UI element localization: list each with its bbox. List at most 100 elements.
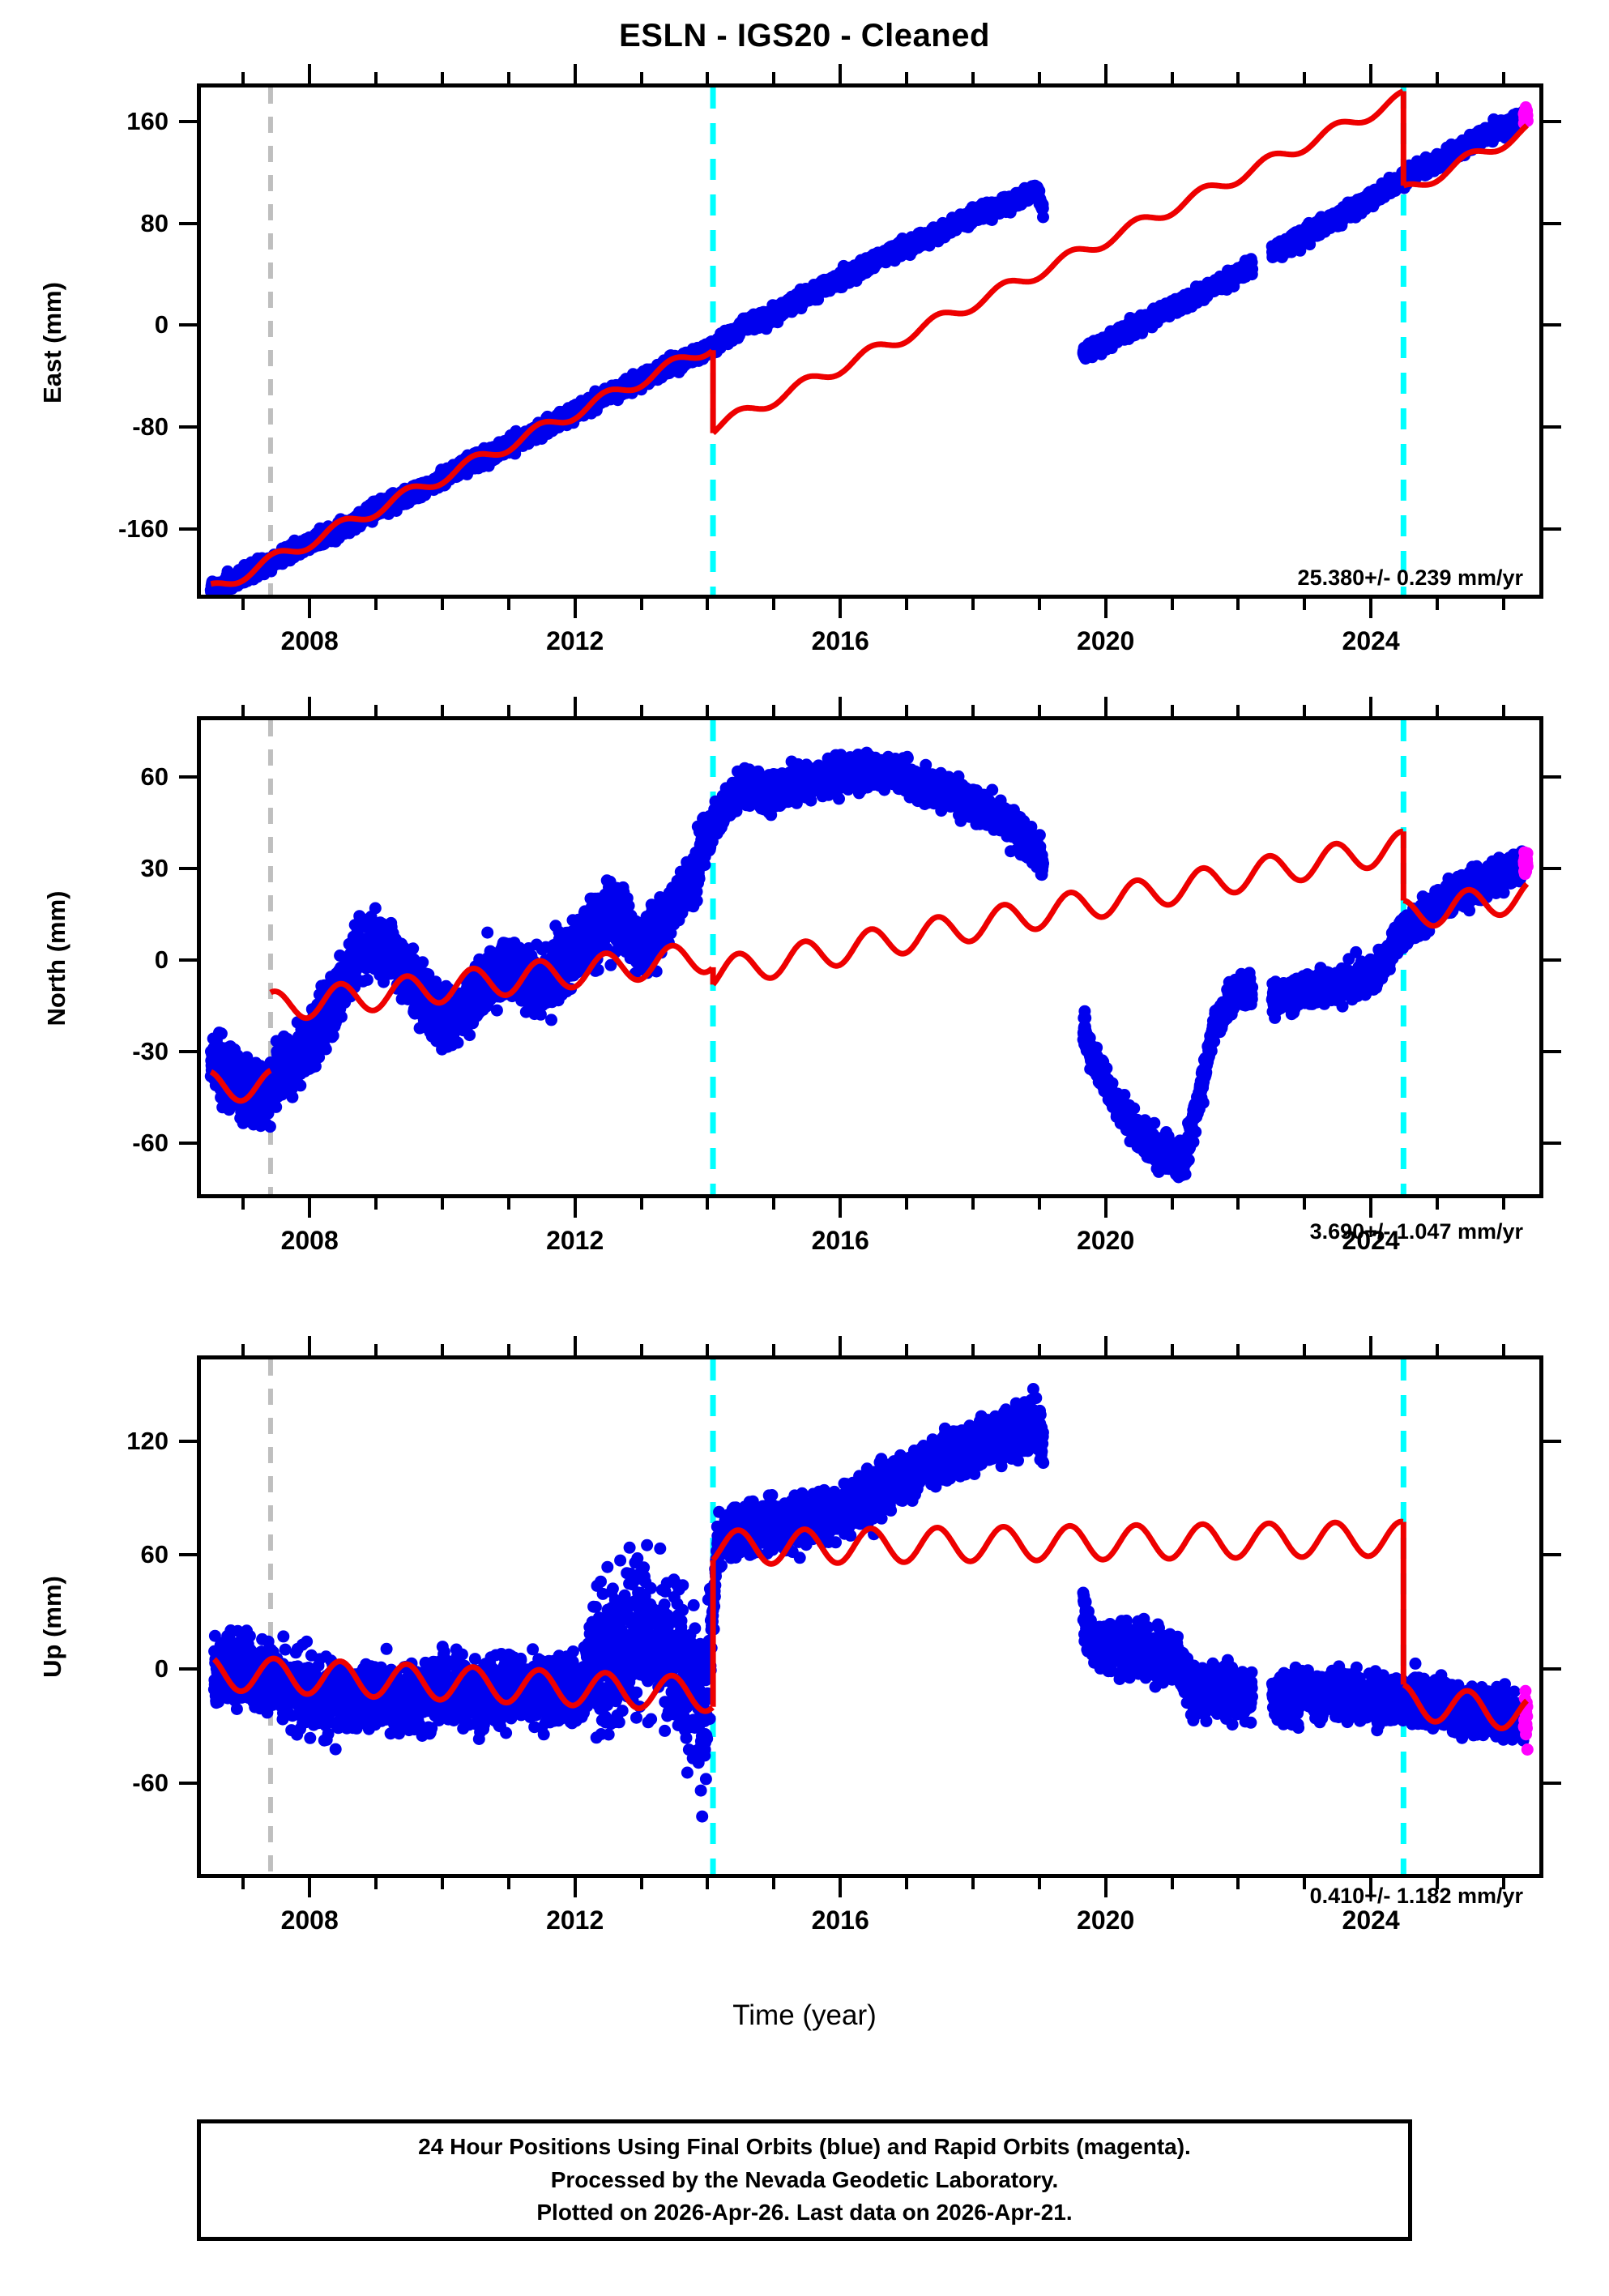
panel-north	[197, 716, 1543, 1198]
ytick-label: -160	[117, 514, 169, 543]
ytick-mark	[179, 323, 197, 327]
xtick-minor-top	[241, 1344, 245, 1355]
xtick-major-top	[1103, 64, 1108, 83]
xtick-minor-top	[1170, 72, 1174, 83]
xtick-major	[308, 599, 312, 618]
xtick-label: 2008	[280, 1226, 339, 1255]
xtick-label: 2012	[546, 1906, 604, 1935]
ytick-mark-right	[1543, 527, 1561, 531]
xtick-major	[573, 599, 577, 618]
ytick-label: 0	[154, 1654, 169, 1683]
xtick-minor	[639, 1198, 643, 1210]
xtick-major	[308, 1878, 312, 1897]
xtick-major-top	[839, 697, 843, 716]
ytick-mark-right	[1543, 1553, 1561, 1557]
ytick-label: 30	[140, 854, 169, 883]
xtick-minor-top	[1501, 1344, 1505, 1355]
xtick-minor-top	[440, 1344, 444, 1355]
ytick-label: 60	[140, 1540, 169, 1569]
xtick-minor-top	[772, 1344, 776, 1355]
ytick-mark-right	[1543, 958, 1561, 962]
xtick-minor	[1436, 1878, 1439, 1889]
xtick-minor	[971, 1878, 975, 1889]
xtick-minor	[1236, 599, 1240, 610]
xtick-minor	[639, 599, 643, 610]
ytick-mark	[179, 425, 197, 429]
panel-east-plot	[204, 87, 1534, 595]
xtick-minor	[772, 599, 776, 610]
xtick-minor	[905, 1878, 909, 1889]
xtick-major	[1103, 1878, 1108, 1897]
panel-up-rate: 0.410+/- 1.182 mm/yr	[1309, 1884, 1523, 1908]
xtick-minor	[374, 599, 378, 610]
xtick-major-top	[839, 64, 843, 83]
xtick-minor-top	[971, 1344, 975, 1355]
xtick-minor-top	[1436, 72, 1439, 83]
xtick-minor	[506, 599, 510, 610]
xtick-minor-top	[440, 705, 444, 716]
xtick-minor-top	[1236, 72, 1240, 83]
xtick-major	[1369, 599, 1373, 618]
ytick-mark-right	[1543, 867, 1561, 871]
xtick-major-top	[1369, 64, 1373, 83]
xtick-minor-top	[706, 1344, 710, 1355]
ytick-mark-right	[1543, 221, 1561, 225]
xtick-label: 2020	[1077, 1226, 1135, 1255]
xtick-minor-top	[506, 705, 510, 716]
xtick-minor	[374, 1878, 378, 1889]
panel-north-plot	[204, 720, 1534, 1194]
ytick-mark	[179, 1553, 197, 1557]
xtick-minor	[1236, 1198, 1240, 1210]
panel-north-frame	[197, 716, 1543, 1198]
xtick-minor	[706, 1198, 710, 1210]
xtick-label: 2016	[811, 626, 869, 655]
ytick-label: -60	[132, 1768, 169, 1797]
ytick-mark	[179, 958, 197, 962]
xtick-minor	[440, 1198, 444, 1210]
xtick-major-top	[1103, 1336, 1108, 1355]
footer-line-1: 24 Hour Positions Using Final Orbits (bl…	[418, 2134, 1191, 2160]
xtick-minor	[440, 1878, 444, 1889]
xaxis-title: Time (year)	[732, 1999, 877, 2031]
xtick-minor-top	[1170, 1344, 1174, 1355]
xtick-major	[573, 1198, 577, 1218]
xtick-minor-top	[1303, 705, 1307, 716]
ytick-mark-right	[1543, 323, 1561, 327]
xtick-minor-top	[241, 705, 245, 716]
xtick-minor-top	[1236, 705, 1240, 716]
xtick-label: 2016	[811, 1906, 869, 1935]
panel-up	[197, 1355, 1543, 1878]
xtick-minor-top	[374, 705, 378, 716]
xtick-major	[308, 1198, 312, 1218]
xtick-label: 2016	[811, 1226, 869, 1255]
xtick-label: 2024	[1342, 1906, 1400, 1935]
ytick-label: 0	[154, 310, 169, 339]
xtick-major-top	[839, 1336, 843, 1355]
xtick-major	[1103, 599, 1108, 618]
panel-up-plot	[207, 1359, 1534, 1874]
ytick-mark-right	[1543, 1439, 1561, 1443]
xtick-major-top	[573, 697, 577, 716]
xtick-major	[839, 1878, 843, 1897]
xtick-label: 2020	[1077, 1906, 1135, 1935]
xtick-label: 2024	[1342, 1226, 1400, 1255]
ytick-label: -30	[132, 1037, 169, 1066]
ytick-mark-right	[1543, 1142, 1561, 1146]
xtick-label: 2024	[1342, 626, 1400, 655]
xtick-major	[1103, 1198, 1108, 1218]
xtick-minor-top	[374, 72, 378, 83]
ytick-mark	[179, 1142, 197, 1146]
ytick-label: 0	[154, 945, 169, 975]
xtick-minor-top	[772, 705, 776, 716]
ytick-mark	[179, 1781, 197, 1785]
xtick-minor	[639, 1878, 643, 1889]
xtick-minor	[1170, 1198, 1174, 1210]
xtick-major	[839, 599, 843, 618]
xtick-minor	[706, 599, 710, 610]
panel-up-frame	[197, 1355, 1543, 1878]
ytick-label: 160	[126, 107, 169, 136]
xtick-minor-top	[639, 72, 643, 83]
ytick-mark-right	[1543, 1050, 1561, 1054]
ytick-label: 60	[140, 762, 169, 792]
xtick-major	[1369, 1878, 1373, 1897]
